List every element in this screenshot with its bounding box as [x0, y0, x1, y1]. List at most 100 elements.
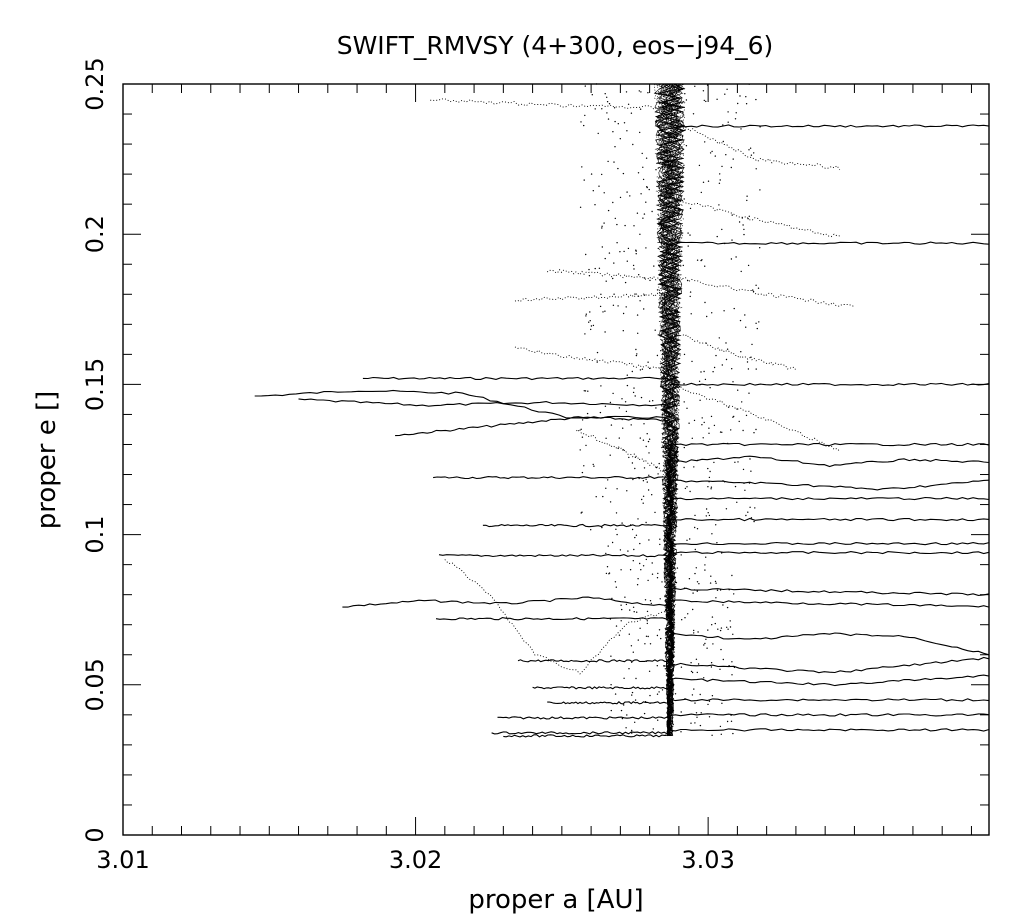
spine-point	[632, 478, 634, 481]
spine-point	[703, 644, 705, 646]
spine-point	[599, 411, 602, 414]
spine-point	[701, 424, 703, 426]
spine-point	[613, 161, 615, 163]
spine-point	[614, 693, 617, 695]
spine-point	[694, 548, 696, 551]
spine-point	[663, 154, 665, 156]
dotted-track	[514, 346, 671, 371]
spine-strand	[655, 83, 685, 737]
spine-point	[716, 98, 718, 101]
spine-point	[674, 693, 677, 695]
spine-point	[645, 478, 647, 480]
spine-point	[606, 96, 608, 99]
spine-point	[680, 711, 682, 713]
spine-point	[629, 609, 631, 611]
spine-point	[642, 480, 645, 482]
spine-point	[656, 634, 659, 637]
spine-point	[733, 666, 736, 669]
spine-point	[730, 429, 732, 431]
spine-point	[698, 380, 701, 382]
spine-point	[632, 143, 634, 146]
spine-point	[749, 458, 751, 460]
spine-point	[723, 481, 726, 483]
spine-point	[628, 456, 630, 459]
spine-point	[626, 384, 629, 387]
spine-point	[748, 482, 751, 484]
spine-point	[618, 407, 621, 409]
spine-point	[612, 131, 614, 133]
spine-point	[609, 501, 612, 503]
spine-point	[682, 88, 684, 90]
spine-point	[752, 289, 754, 291]
spine-point	[654, 329, 656, 331]
spine-point	[732, 381, 734, 383]
spine-point	[636, 611, 638, 613]
spine-point	[620, 620, 622, 622]
spine-point	[675, 581, 678, 584]
spine-point	[602, 311, 604, 313]
solid-track	[362, 376, 671, 381]
spine-point	[684, 487, 687, 490]
spine-point	[616, 242, 618, 244]
spine-point	[651, 494, 653, 496]
track-layer	[254, 98, 990, 738]
spine-point	[619, 251, 621, 253]
spine-point	[597, 132, 599, 135]
spine-point	[728, 665, 730, 667]
chart-title: SWIFT_RMVSY (4+300, eos−j94_6)	[337, 31, 774, 60]
spine-point	[629, 524, 632, 526]
spine-point	[686, 407, 688, 409]
spine-point	[617, 305, 619, 307]
spine-point	[713, 424, 716, 427]
spine-point	[632, 651, 634, 653]
spine-point	[658, 629, 661, 631]
spine-point	[590, 529, 592, 531]
spine-point	[656, 665, 658, 667]
spine-point	[694, 572, 696, 575]
spine-point	[741, 217, 743, 219]
spine-point	[687, 279, 689, 282]
spine-point	[671, 594, 673, 597]
spine-point	[662, 351, 665, 353]
spine-point	[748, 215, 750, 217]
spine-point	[580, 121, 582, 123]
spine-point	[689, 490, 691, 493]
spine-point	[751, 343, 753, 346]
spine-point	[694, 722, 696, 724]
spine-point	[704, 265, 706, 267]
spine-point	[660, 637, 662, 640]
spine-point	[687, 613, 689, 615]
spine-point	[724, 93, 726, 95]
spine-point	[635, 348, 637, 351]
dotted-track	[514, 292, 671, 303]
spine-point	[603, 192, 605, 194]
spine-point	[664, 567, 666, 570]
spine-point	[719, 668, 721, 670]
spine-point	[631, 729, 633, 732]
spine-point	[627, 247, 630, 250]
spine-point	[732, 158, 734, 160]
spine-point	[745, 96, 747, 98]
spine-point	[708, 481, 710, 483]
spine-point	[666, 236, 668, 239]
spine-point	[610, 424, 613, 426]
spine-point	[615, 528, 617, 530]
spine-point	[645, 201, 647, 203]
spine-point	[671, 265, 674, 267]
spine-strand	[656, 83, 686, 736]
spine-point	[639, 542, 641, 545]
spine-point	[661, 689, 664, 691]
spine-point	[625, 410, 628, 413]
spine-point	[714, 155, 716, 157]
spine-point	[716, 235, 718, 238]
solid-track	[670, 455, 990, 468]
spine-point	[745, 326, 747, 328]
spine-point	[605, 552, 607, 555]
spine-point	[657, 131, 659, 133]
spine-point	[733, 415, 735, 418]
spine-point	[648, 452, 650, 454]
spine-point	[638, 90, 640, 92]
spine-point	[651, 562, 653, 564]
spine-point	[609, 618, 612, 620]
